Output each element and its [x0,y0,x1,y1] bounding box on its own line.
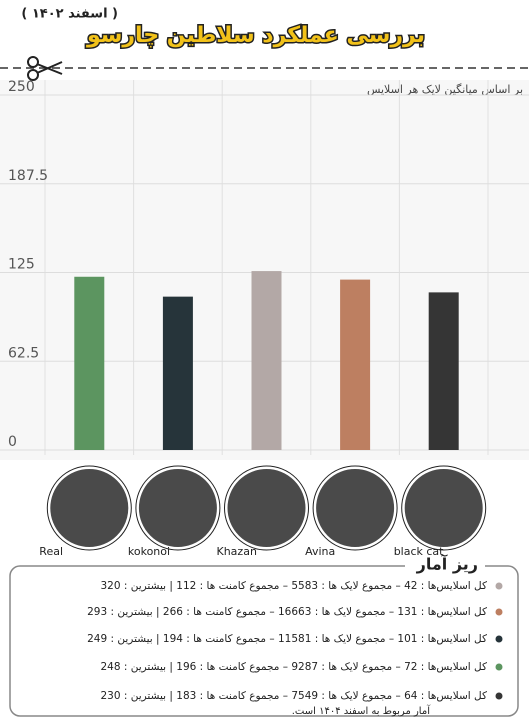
avatar [402,467,485,549]
stats-row: کل اسلایس‌ها : 101 – مجموع لایک ها : 115… [87,633,487,645]
y-tick-label: 250 [8,79,35,95]
avatar-ring [46,465,132,551]
y-tick-label: 0 [8,434,17,450]
stats-bullet [495,582,503,590]
bar [74,276,105,450]
stats-bullet [495,692,503,700]
stats-bullet [495,608,503,616]
date-label: ( اسفند ۱۴۰۲ ) [21,7,118,22]
stats-row: کل اسلایس‌ها : 131 – مجموع لایک ها : 166… [87,606,487,618]
x-tick-label: Real [39,545,63,558]
x-tick-label: kokonoi [128,545,170,558]
x-tick-label: Khazan [217,545,257,558]
avatar-ring [224,465,309,551]
avatar-ring [401,465,487,551]
bar [162,296,193,450]
stats-row: کل اسلایس‌ها : 64 – مجموع لایک ها : 7549… [100,690,487,702]
y-tick-label: 187.5 [8,168,48,184]
bar [340,279,371,450]
stats-title: ریز آمار [416,554,478,574]
y-tick-label: 125 [8,257,35,273]
stats-footer: آمار مربوط به اسفند ۱۴۰۴ است. [292,704,431,717]
avatar-ring [312,465,398,551]
x-tick-label: Avina [305,545,335,558]
stats-bullet [495,663,503,671]
avatar [314,467,397,549]
chart-subtitle: بر اساس میانگین لایک هر اسلایس [367,83,523,96]
stats-row: کل اسلایس‌ها : 72 – مجموع لایک ها : 9287… [100,661,487,673]
stats-title-bg [405,553,485,577]
bar [251,271,282,450]
x-tick-label: black cat [394,545,444,558]
stats-row: کل اسلایس‌ها : 42 – مجموع لایک ها : 5583… [100,580,487,592]
scissors-icon [27,56,63,81]
bar [428,292,459,450]
stats-bullet [495,635,503,643]
avatar [225,467,308,549]
avatar [136,467,219,549]
avatar-ring [135,465,221,551]
avatar [48,467,131,549]
y-tick-label: 62.5 [8,345,39,361]
chart-title: بررسی عملکرد سلاطین چارسو [86,23,425,48]
stats-box [9,565,519,717]
